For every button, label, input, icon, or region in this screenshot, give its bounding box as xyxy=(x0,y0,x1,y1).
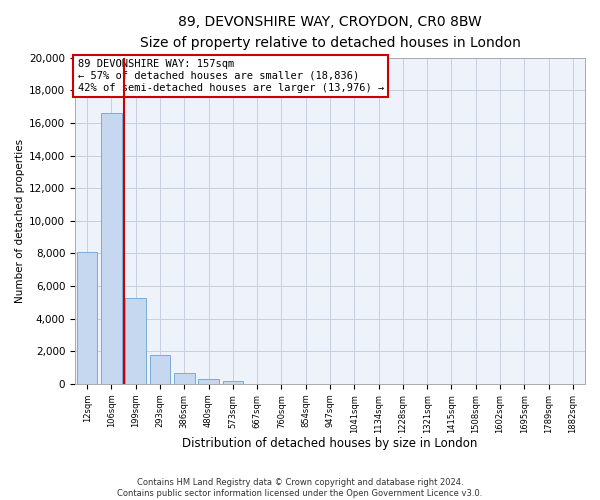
Bar xyxy=(149,354,170,384)
Bar xyxy=(77,252,97,384)
Y-axis label: Number of detached properties: Number of detached properties xyxy=(15,139,25,303)
Text: 89 DEVONSHIRE WAY: 157sqm
← 57% of detached houses are smaller (18,836)
42% of s: 89 DEVONSHIRE WAY: 157sqm ← 57% of detac… xyxy=(77,60,384,92)
Title: 89, DEVONSHIRE WAY, CROYDON, CR0 8BW
Size of property relative to detached house: 89, DEVONSHIRE WAY, CROYDON, CR0 8BW Siz… xyxy=(140,15,520,50)
Bar xyxy=(198,379,219,384)
Bar xyxy=(223,380,243,384)
Text: Contains HM Land Registry data © Crown copyright and database right 2024.
Contai: Contains HM Land Registry data © Crown c… xyxy=(118,478,482,498)
X-axis label: Distribution of detached houses by size in London: Distribution of detached houses by size … xyxy=(182,437,478,450)
Bar xyxy=(101,113,122,384)
Bar xyxy=(174,372,194,384)
Bar xyxy=(125,298,146,384)
